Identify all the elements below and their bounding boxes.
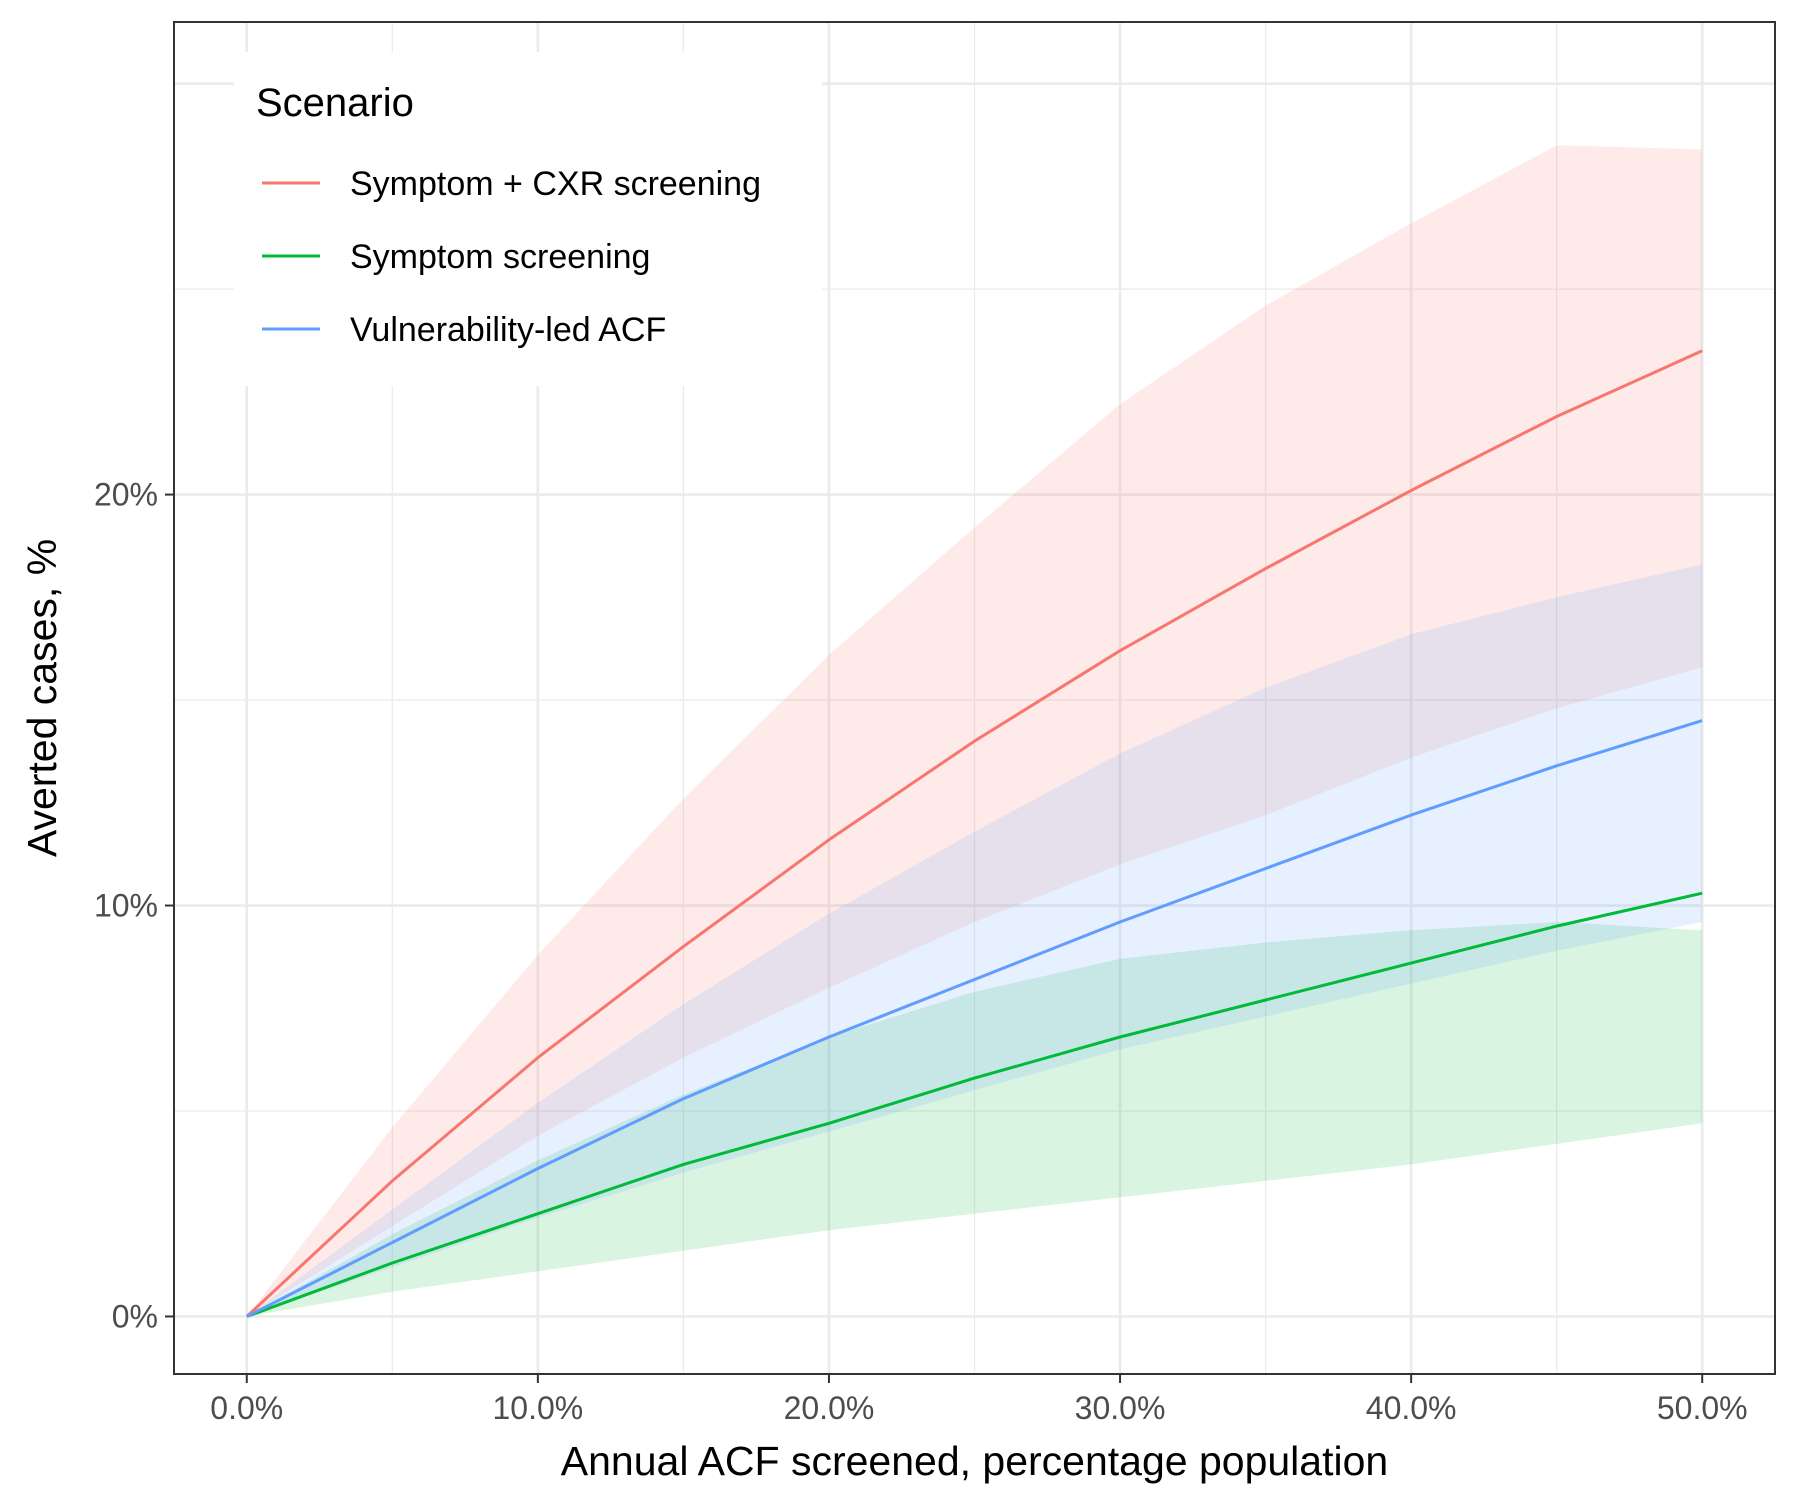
confidence-band bbox=[246, 922, 1703, 1317]
x-tick-label: 10.0% bbox=[492, 1390, 583, 1426]
x-tick-label: 50.0% bbox=[1657, 1390, 1748, 1426]
legend-background bbox=[234, 52, 822, 386]
legend-label: Symptom + CXR screening bbox=[350, 165, 761, 203]
legend-title: Scenario bbox=[256, 81, 414, 125]
legend: Scenario Symptom + CXR screeningSymptom … bbox=[234, 52, 822, 386]
legend-label: Symptom screening bbox=[350, 238, 650, 276]
confidence-band bbox=[246, 564, 1703, 1317]
y-tick-label: 10% bbox=[94, 888, 158, 924]
x-tick-label: 30.0% bbox=[1075, 1390, 1166, 1426]
x-axis-title: Annual ACF screened, percentage populati… bbox=[561, 1438, 1388, 1484]
x-tick-label: 40.0% bbox=[1366, 1390, 1457, 1426]
x-tick-label: 20.0% bbox=[784, 1390, 875, 1426]
series-line bbox=[246, 719, 1703, 1318]
legend-items: Symptom + CXR screening Symptom screening… bbox=[262, 165, 761, 349]
series-lines bbox=[245, 349, 1703, 1318]
x-tick-label: 0.0% bbox=[210, 1390, 283, 1426]
confidence-band bbox=[246, 145, 1703, 1317]
axes: 0.0% 10.0% 20.0% 30.0% 40.0% 50.0% 0% 10% 20% bbox=[94, 477, 1748, 1426]
y-tick-label: 20% bbox=[94, 477, 158, 513]
y-axis-title: Averted cases, % bbox=[19, 539, 65, 857]
confidence-bands bbox=[246, 145, 1703, 1317]
series-line bbox=[245, 349, 1703, 1318]
legend-label: Vulnerability-led ACF bbox=[350, 311, 666, 349]
plot-panel-border bbox=[173, 21, 1776, 1375]
y-tick-label: 0% bbox=[112, 1298, 158, 1334]
series-line bbox=[246, 891, 1703, 1318]
